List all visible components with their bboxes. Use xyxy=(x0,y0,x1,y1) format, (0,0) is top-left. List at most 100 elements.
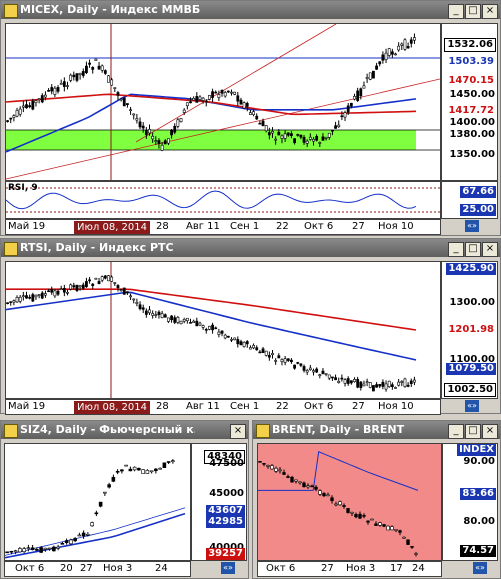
micex-candle xyxy=(12,115,16,118)
micex-price-plot[interactable] xyxy=(5,23,441,181)
rtsi-candle xyxy=(261,348,265,353)
micex-candle xyxy=(223,92,227,97)
brent-candle xyxy=(318,490,322,495)
rtsi-price-plot[interactable] xyxy=(5,261,441,399)
micex-chart-window[interactable]: MICEX, Daily - Индекс ММВБ _ □ × 1532.06 1… xyxy=(0,0,501,236)
close-button[interactable]: × xyxy=(230,424,246,439)
rtsi-chart-window[interactable]: RTSI, Daily - Индекс РТС _ □ × 1425.90 130… xyxy=(0,238,501,415)
micex-candle xyxy=(201,97,205,101)
rtsi-candle xyxy=(409,380,413,385)
micex-candle xyxy=(25,104,28,109)
rtsi-candle xyxy=(122,287,126,295)
rtsi-ma-blue-tag: 1079.50 xyxy=(446,363,496,375)
micex-candle xyxy=(176,119,180,127)
rtsi-candle xyxy=(163,314,167,318)
maximize-button[interactable]: □ xyxy=(465,242,481,257)
rtsi-candle xyxy=(40,292,44,299)
brent-candle xyxy=(274,467,278,472)
micex-rsi-plot[interactable]: RSI, 9 xyxy=(5,181,441,219)
brent-candle xyxy=(282,472,286,475)
siz4-candle xyxy=(166,461,171,463)
brent-price-plot[interactable] xyxy=(257,443,442,561)
minimize-button[interactable]: _ xyxy=(448,424,464,439)
maximize-button[interactable]: □ xyxy=(465,4,481,19)
rtsi-candle xyxy=(293,364,296,369)
siz4-candle xyxy=(132,466,137,471)
rtsi-candle xyxy=(69,284,73,290)
micex-candle xyxy=(400,43,404,46)
siz4-titlebar[interactable]: SIZ4, Daily - Фьючерсный к... × xyxy=(1,421,248,439)
rtsi-candle xyxy=(230,338,233,341)
rtsi-candle xyxy=(85,281,88,288)
rtsi-candle xyxy=(211,324,214,331)
rtsi-candle xyxy=(144,310,148,315)
rtsi-candle xyxy=(59,288,63,291)
micex-candle xyxy=(334,125,337,129)
rtsi-candle xyxy=(365,381,369,383)
brent-candle xyxy=(342,505,346,507)
micex-price-level: 1350.00 xyxy=(449,149,495,160)
rtsi-candle xyxy=(223,334,227,339)
navigate-icon[interactable]: «» xyxy=(465,220,479,232)
siz4-candle xyxy=(145,470,150,474)
rtsi-titlebar[interactable]: RTSI, Daily - Индекс РТС _ □ × xyxy=(1,239,500,257)
micex-candle xyxy=(173,125,177,133)
minimize-button[interactable]: _ xyxy=(448,4,464,19)
micex-candle xyxy=(296,134,300,136)
close-button[interactable]: × xyxy=(482,242,498,257)
brent-candle xyxy=(286,476,290,478)
brent-candle xyxy=(358,513,362,519)
brent-chart-window[interactable]: BRENT, Daily - BRENT _ □ × INDEX 90.00 83.… xyxy=(252,420,501,579)
close-button[interactable]: × xyxy=(482,424,498,439)
date-label: Ноя 10 xyxy=(378,221,414,232)
rtsi-candle xyxy=(312,370,315,373)
rtsi-high-tag: 1425.90 xyxy=(446,263,496,275)
brent-candle xyxy=(290,476,294,483)
date-label: Авг 11 xyxy=(186,221,220,232)
minimize-button[interactable]: _ xyxy=(448,242,464,257)
brent-candle xyxy=(266,465,270,467)
brent-candle xyxy=(310,485,314,488)
close-button[interactable]: × xyxy=(482,4,498,19)
navigate-icon[interactable]: «» xyxy=(473,562,487,574)
rtsi-candle xyxy=(119,289,123,292)
micex-candle xyxy=(368,72,372,80)
navigate-icon[interactable]: «» xyxy=(221,562,235,574)
rtsi-candle xyxy=(394,387,397,389)
rtsi-candle xyxy=(406,384,410,387)
micex-candle xyxy=(179,118,183,123)
rtsi-candle xyxy=(198,322,202,326)
micex-candle xyxy=(340,115,344,118)
micex-candle xyxy=(185,102,189,107)
brent-ma-tag: 83.66 xyxy=(460,488,496,500)
siz4-candle xyxy=(73,538,77,542)
date-label: Ноя 10 xyxy=(378,401,414,412)
rtsi-price-axis: 1425.90 1300.00 1201.98 1100.00 1079.50 … xyxy=(441,261,498,399)
micex-candle xyxy=(293,138,296,144)
rtsi-candle xyxy=(170,315,173,321)
micex-candle xyxy=(236,95,240,102)
rtsi-candle xyxy=(280,359,284,362)
micex-candle xyxy=(230,91,233,94)
siz4-price-plot[interactable] xyxy=(4,443,191,561)
brent-candle xyxy=(258,461,262,463)
micex-candle xyxy=(327,132,331,138)
micex-red-line-tag: 1470.15 xyxy=(446,75,496,87)
brent-price-axis: INDEX 90.00 83.66 80.00 74.57 xyxy=(442,443,498,561)
maximize-button[interactable]: □ xyxy=(465,424,481,439)
micex-candle xyxy=(31,100,35,110)
siz4-chart-window[interactable]: SIZ4, Daily - Фьючерсный к... × 48340 47… xyxy=(0,420,249,579)
brent-candle xyxy=(262,462,266,465)
brent-titlebar[interactable]: BRENT, Daily - BRENT _ □ × xyxy=(253,421,500,439)
micex-candle xyxy=(110,79,114,86)
rtsi-candle xyxy=(381,381,385,387)
siz4-candle xyxy=(5,551,9,554)
micex-candle xyxy=(299,134,303,138)
micex-titlebar[interactable]: MICEX, Daily - Индекс ММВБ _ □ × xyxy=(1,1,500,19)
siz4-price-level: 45000 xyxy=(209,488,244,499)
date-label: 22 xyxy=(276,221,289,232)
chart-window-icon xyxy=(4,4,18,18)
navigate-icon[interactable]: «» xyxy=(465,400,479,412)
rtsi-candle xyxy=(375,384,378,388)
date-label: Окт 6 xyxy=(15,563,45,574)
